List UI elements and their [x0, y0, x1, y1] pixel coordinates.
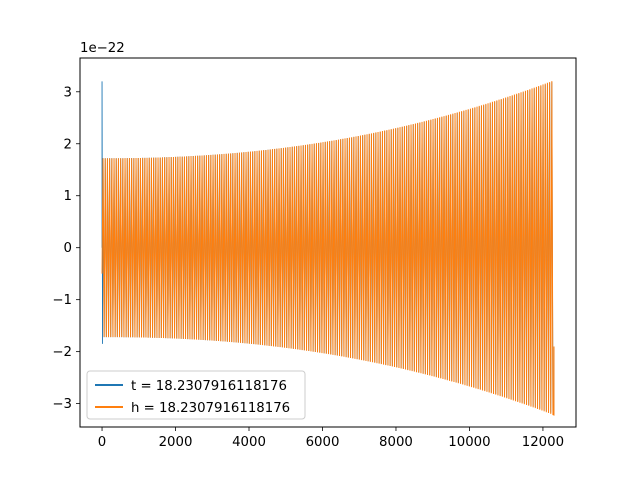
y-tick-label: −1: [52, 293, 72, 308]
y-axis: −3 −2 −1 0 1 2 3: [52, 85, 80, 412]
y-tick-label: −2: [52, 345, 72, 360]
x-tick-label: 0: [98, 435, 106, 450]
x-tick-label: 10000: [448, 435, 490, 450]
x-tick-label: 4000: [232, 435, 266, 450]
series-line-2: [101, 81, 555, 416]
x-tick-label: 6000: [306, 435, 340, 450]
series-layer: [101, 81, 555, 416]
legend-box: [86, 370, 306, 420]
x-tick-label: 8000: [379, 435, 413, 450]
y-tick-label: 1: [64, 189, 72, 204]
y-offset-text: 1e−22: [80, 41, 125, 56]
plot-frame: [79, 57, 577, 428]
legend-label-1: t = 18.2307916118176: [131, 379, 287, 394]
x-tick-label: 2000: [159, 435, 193, 450]
y-tick-label: 0: [64, 241, 72, 256]
legend-label-2: h = 18.2307916118176: [131, 401, 290, 416]
legend: t = 18.2307916118176 h = 18.2307916118176: [86, 370, 306, 420]
x-axis: 0 2000 4000 6000 8000 10000 12000: [98, 427, 564, 450]
y-tick-label: −3: [52, 397, 72, 412]
x-tick-label: 12000: [522, 435, 564, 450]
y-tick-label: 3: [64, 85, 72, 100]
y-tick-label: 2: [64, 137, 72, 152]
